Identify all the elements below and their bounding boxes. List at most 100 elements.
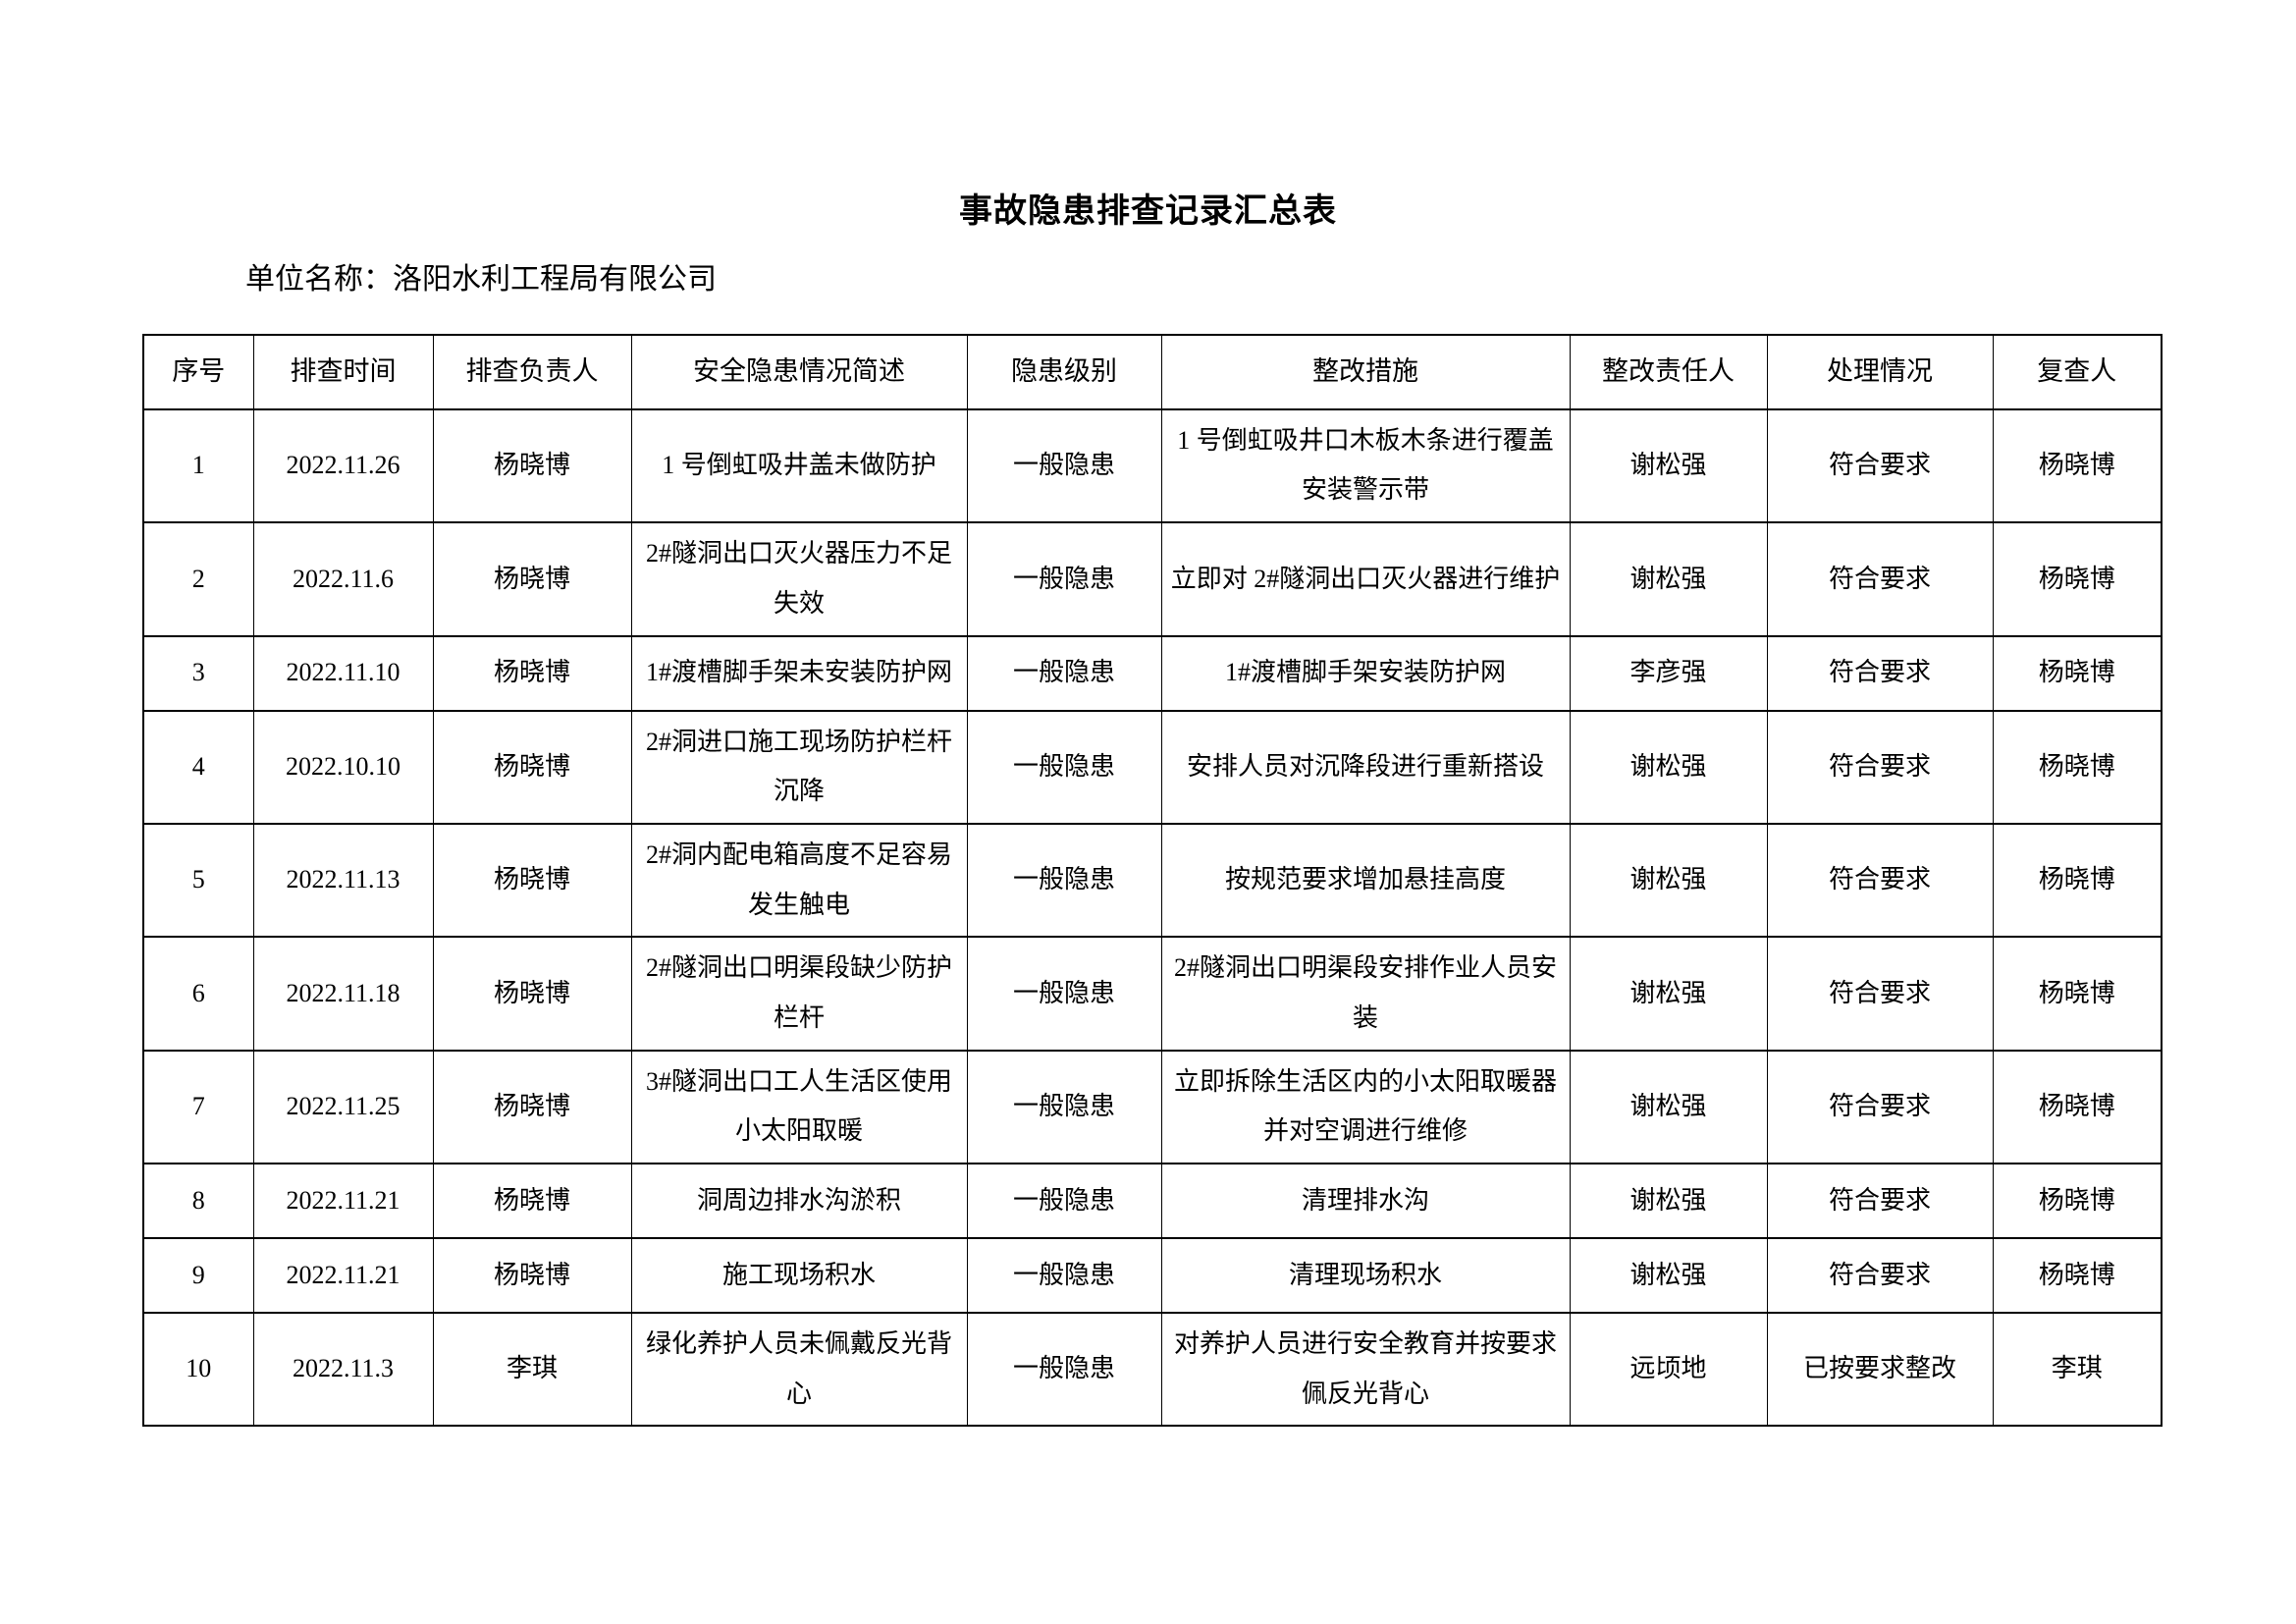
cell-handling-status: 符合要求: [1766, 936, 1994, 1052]
table-row: 10 2022.11.3 李琪 绿化养护人员未佩戴反光背心 一般隐患 对养护人员进行安全教…: [142, 1312, 2163, 1428]
cell-hazard-level: 一般隐患: [966, 521, 1162, 637]
col-header-serial-number: 序号: [142, 333, 254, 410]
cell-inspection-leader: 杨晓博: [432, 709, 632, 825]
col-header-rectification-owner: 整改责任人: [1569, 333, 1768, 410]
cell-rectification-owner: 谢松强: [1569, 407, 1768, 524]
table-row: 8 2022.11.21 杨晓博 洞周边排水沟淤积 一般隐患 清理排水沟 谢松强 符合要求 杨晓…: [142, 1163, 2163, 1240]
cell-serial-number: 3: [142, 634, 254, 712]
cell-rectification-owner: 谢松强: [1569, 521, 1768, 637]
cell-reviewer: 杨晓博: [1992, 1237, 2163, 1315]
cell-reviewer: 杨晓博: [1992, 521, 2163, 637]
table-row: 6 2022.11.18 杨晓博 2#隧洞出口明渠段缺少防护栏杆 一般隐患 2#隧洞出口明…: [142, 936, 2163, 1052]
cell-rectification-measures: 清理现场积水: [1160, 1237, 1571, 1315]
cell-rectification-owner: 远顷地: [1569, 1312, 1768, 1428]
cell-inspection-date: 2022.11.13: [252, 822, 434, 939]
cell-hazard-description: 施工现场积水: [630, 1237, 968, 1315]
cell-serial-number: 9: [142, 1237, 254, 1315]
table-row: 3 2022.11.10 杨晓博 1#渡槽脚手架未安装防护网 一般隐患 1#渡槽脚手架安装…: [142, 634, 2163, 712]
cell-hazard-description: 洞周边排水沟淤积: [630, 1163, 968, 1240]
page-title: 事故隐患排查记录汇总表: [959, 193, 1337, 230]
cell-inspection-date: 2022.11.21: [252, 1163, 434, 1240]
cell-hazard-level: 一般隐患: [966, 709, 1162, 825]
cell-inspection-leader: 杨晓博: [432, 936, 632, 1052]
cell-handling-status: 符合要求: [1766, 521, 1994, 637]
cell-hazard-level: 一般隐患: [966, 822, 1162, 939]
cell-handling-status: 已按要求整改: [1766, 1312, 1994, 1428]
cell-rectification-measures: 1 号倒虹吸井口木板木条进行覆盖安装警示带: [1160, 407, 1571, 524]
col-header-hazard-description: 安全隐患情况简述: [630, 333, 968, 410]
cell-serial-number: 10: [142, 1312, 254, 1428]
records-tbody: 1 2022.11.26 杨晓博 1 号倒虹吸井盖未做防护 一般隐患 1 号倒虹吸井口木板…: [142, 407, 2163, 1428]
cell-handling-status: 符合要求: [1766, 407, 1994, 524]
cell-serial-number: 6: [142, 936, 254, 1052]
cell-rectification-owner: 李彦强: [1569, 634, 1768, 712]
cell-rectification-measures: 1#渡槽脚手架安装防护网: [1160, 634, 1571, 712]
cell-hazard-level: 一般隐患: [966, 1049, 1162, 1165]
cell-handling-status: 符合要求: [1766, 1049, 1994, 1165]
cell-reviewer: 杨晓博: [1992, 634, 2163, 712]
cell-inspection-leader: 杨晓博: [432, 1237, 632, 1315]
cell-reviewer: 杨晓博: [1992, 1163, 2163, 1240]
cell-reviewer: 杨晓博: [1992, 709, 2163, 825]
table-row: 1 2022.11.26 杨晓博 1 号倒虹吸井盖未做防护 一般隐患 1 号倒虹吸井口木板…: [142, 407, 2163, 524]
cell-rectification-measures: 按规范要求增加悬挂高度: [1160, 822, 1571, 939]
unit-name-line: 单位名称：洛阳水利工程局有限公司: [245, 262, 717, 296]
cell-hazard-level: 一般隐患: [966, 1237, 1162, 1315]
cell-reviewer: 杨晓博: [1992, 407, 2163, 524]
cell-inspection-leader: 杨晓博: [432, 822, 632, 939]
cell-rectification-owner: 谢松强: [1569, 1163, 1768, 1240]
cell-inspection-date: 2022.11.3: [252, 1312, 434, 1428]
cell-rectification-owner: 谢松强: [1569, 822, 1768, 939]
cell-inspection-date: 2022.11.18: [252, 936, 434, 1052]
cell-hazard-level: 一般隐患: [966, 1312, 1162, 1428]
cell-reviewer: 杨晓博: [1992, 822, 2163, 939]
table-row: 2 2022.11.6 杨晓博 2#隧洞出口灭火器压力不足失效 一般隐患 立即对 2#隧洞…: [142, 521, 2163, 637]
cell-inspection-date: 2022.11.25: [252, 1049, 434, 1165]
cell-handling-status: 符合要求: [1766, 1237, 1994, 1315]
col-header-hazard-level: 隐患级别: [966, 333, 1162, 410]
cell-serial-number: 5: [142, 822, 254, 939]
col-header-inspection-leader: 排查负责人: [432, 333, 632, 410]
col-header-reviewer: 复查人: [1992, 333, 2163, 410]
cell-handling-status: 符合要求: [1766, 822, 1994, 939]
cell-hazard-description: 1#渡槽脚手架未安装防护网: [630, 634, 968, 712]
table-row: 5 2022.11.13 杨晓博 2#洞内配电箱高度不足容易发生触电 一般隐患 按规范要求…: [142, 822, 2163, 939]
table-row: 9 2022.11.21 杨晓博 施工现场积水 一般隐患 清理现场积水 谢松强 符合要求 杨晓博: [142, 1237, 2163, 1315]
cell-serial-number: 4: [142, 709, 254, 825]
cell-serial-number: 7: [142, 1049, 254, 1165]
cell-rectification-measures: 对养护人员进行安全教育并按要求佩反光背心: [1160, 1312, 1571, 1428]
cell-rectification-owner: 谢松强: [1569, 1237, 1768, 1315]
col-header-handling-status: 处理情况: [1766, 333, 1994, 410]
cell-handling-status: 符合要求: [1766, 634, 1994, 712]
cell-hazard-level: 一般隐患: [966, 936, 1162, 1052]
cell-rectification-owner: 谢松强: [1569, 936, 1768, 1052]
cell-reviewer: 杨晓博: [1992, 936, 2163, 1052]
cell-inspection-date: 2022.11.26: [252, 407, 434, 524]
cell-hazard-level: 一般隐患: [966, 634, 1162, 712]
cell-hazard-description: 2#隧洞出口明渠段缺少防护栏杆: [630, 936, 968, 1052]
cell-handling-status: 符合要求: [1766, 709, 1994, 825]
cell-hazard-description: 绿化养护人员未佩戴反光背心: [630, 1312, 968, 1428]
cell-inspection-date: 2022.11.10: [252, 634, 434, 712]
cell-serial-number: 2: [142, 521, 254, 637]
cell-hazard-description: 2#洞内配电箱高度不足容易发生触电: [630, 822, 968, 939]
cell-inspection-date: 2022.11.21: [252, 1237, 434, 1315]
cell-rectification-measures: 2#隧洞出口明渠段安排作业人员安装: [1160, 936, 1571, 1052]
cell-serial-number: 8: [142, 1163, 254, 1240]
cell-inspection-date: 2022.10.10: [252, 709, 434, 825]
cell-inspection-leader: 杨晓博: [432, 521, 632, 637]
cell-rectification-owner: 谢松强: [1569, 1049, 1768, 1165]
cell-inspection-leader: 杨晓博: [432, 634, 632, 712]
cell-reviewer: 杨晓博: [1992, 1049, 2163, 1165]
cell-hazard-level: 一般隐患: [966, 1163, 1162, 1240]
cell-serial-number: 1: [142, 407, 254, 524]
table-row: 4 2022.10.10 杨晓博 2#洞进口施工现场防护栏杆沉降 一般隐患 安排人员对沉降…: [142, 709, 2163, 825]
cell-hazard-level: 一般隐患: [966, 407, 1162, 524]
cell-handling-status: 符合要求: [1766, 1163, 1994, 1240]
cell-inspection-leader: 杨晓博: [432, 1163, 632, 1240]
cell-inspection-date: 2022.11.6: [252, 521, 434, 637]
cell-hazard-description: 2#隧洞出口灭火器压力不足失效: [630, 521, 968, 637]
hazard-records-table: 序号 排查时间 排查负责人 安全隐患情况简述 隐患级别 整改措施 整改责任人 处…: [142, 333, 2163, 1428]
cell-rectification-measures: 安排人员对沉降段进行重新搭设: [1160, 709, 1571, 825]
cell-hazard-description: 1 号倒虹吸井盖未做防护: [630, 407, 968, 524]
